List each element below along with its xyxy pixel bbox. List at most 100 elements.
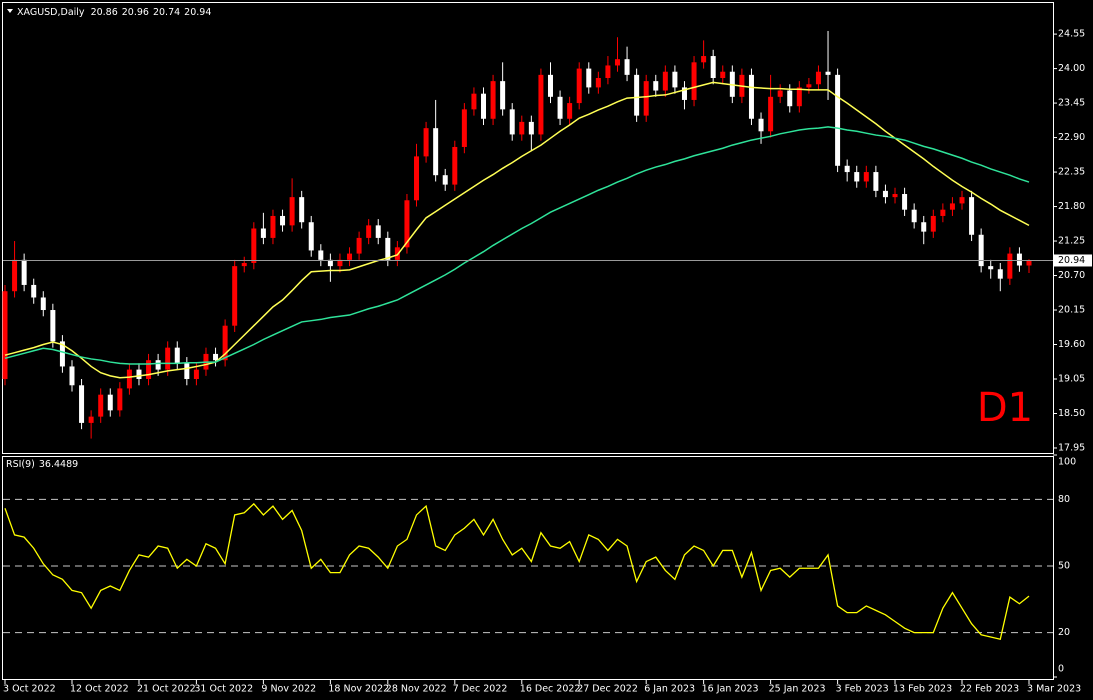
candle-body: [251, 228, 257, 263]
candle-body: [375, 225, 381, 238]
x-tick-label: 7 Dec 2022: [453, 684, 508, 695]
candle-body: [586, 68, 592, 88]
x-tick-label: 16 Jan 2023: [702, 684, 759, 695]
candle-body: [595, 77, 601, 88]
y-tick-label: 20.15: [1058, 305, 1085, 316]
candle-body: [624, 59, 630, 75]
candle-body: [691, 62, 697, 100]
x-tick-label: 9 Nov 2022: [261, 684, 316, 695]
candle-body: [892, 194, 898, 198]
candle-body: [471, 93, 477, 110]
candle-body: [988, 266, 994, 270]
candle-body: [136, 369, 142, 380]
candle-body: [882, 190, 888, 198]
candle-body: [146, 360, 152, 380]
candle-body: [423, 128, 429, 157]
x-tick-label: 31 Oct 2022: [194, 684, 253, 695]
candle-body: [347, 253, 353, 260]
y-tick-label: 21.80: [1058, 201, 1085, 212]
candle-body: [193, 369, 199, 380]
candle-body: [949, 203, 955, 210]
candle-body: [117, 388, 123, 411]
candle-body: [681, 87, 687, 100]
y-tick-label: 24.00: [1058, 63, 1085, 74]
candle-body: [107, 394, 113, 411]
candle-body: [576, 68, 582, 104]
candle-body: [232, 266, 238, 326]
candle-body: [605, 65, 611, 78]
x-tick-label: 3 Feb 2023: [836, 684, 889, 695]
candle-body: [270, 215, 276, 238]
candle-body: [787, 90, 793, 107]
candle-body: [863, 172, 869, 182]
candle-body: [547, 74, 553, 97]
candle-body: [12, 259, 18, 292]
x-tick-label: 3 Oct 2022: [3, 684, 56, 695]
candle-body: [299, 197, 305, 223]
candle-body: [433, 128, 439, 176]
candle-body: [997, 269, 1003, 279]
candle-body: [404, 200, 410, 248]
candle-body: [806, 84, 812, 88]
timeframe-watermark: D1: [977, 385, 1033, 431]
candle-body: [289, 197, 295, 226]
candle-body: [318, 250, 324, 260]
indicator-line: [4, 502, 1030, 641]
x-tick-label: 21 Oct 2022: [137, 684, 196, 695]
symbol: XAGUSD,Daily: [17, 7, 85, 18]
candle-body: [940, 209, 946, 216]
y-tick-label: 19.05: [1058, 374, 1085, 385]
candle-body: [768, 96, 774, 132]
candle-body: [921, 222, 927, 232]
candle-body: [653, 81, 659, 91]
y-tick-label: 19.60: [1058, 339, 1085, 350]
candle-body: [815, 71, 821, 85]
candle-body: [327, 259, 333, 267]
header-high: 20.96: [122, 7, 149, 18]
candle-body: [308, 222, 314, 251]
candle-body: [777, 90, 783, 97]
candle-body: [701, 56, 707, 63]
candle-body: [21, 259, 27, 285]
candle-body: [902, 194, 908, 210]
candle-body: [452, 146, 458, 185]
candle-body: [1007, 253, 1013, 279]
x-tick-label: 13 Feb 2023: [893, 684, 952, 695]
rsi-tick-label: 80: [1058, 494, 1070, 505]
rsi-tick-label: 50: [1058, 561, 1070, 572]
candle-body: [930, 215, 936, 232]
x-tick-label: 25 Jan 2023: [769, 684, 826, 695]
y-tick-label: 21.25: [1058, 236, 1085, 247]
x-tick-label: 16 Dec 2022: [520, 684, 581, 695]
candle-body: [643, 81, 649, 116]
x-tick-label: 12 Oct 2022: [70, 684, 129, 695]
x-tick-label: 3 Mar 2023: [1027, 684, 1081, 695]
chart-header: XAGUSD,Daily 20.86 20.96 20.74 20.94: [17, 7, 211, 18]
candle-body: [662, 71, 668, 91]
candle-body: [634, 74, 640, 116]
y-tick-label: 24.55: [1058, 29, 1085, 40]
rsi-last-value: 36.4489: [39, 459, 78, 470]
candle-body: [88, 416, 94, 423]
candle-body: [720, 71, 726, 78]
candle-body: [394, 247, 400, 260]
candle-body: [414, 156, 420, 201]
candle-body: [260, 228, 266, 238]
x-tick-label: 18 Nov 2022: [328, 684, 389, 695]
candle-body: [213, 353, 219, 361]
candle-body: [710, 56, 716, 78]
candle-body: [844, 165, 850, 173]
candle-body: [184, 363, 190, 380]
candle-body: [911, 209, 917, 223]
candle-body: [796, 87, 802, 107]
candle-body: [481, 93, 487, 119]
candle-body: [519, 121, 525, 135]
menu-arrow-icon[interactable]: [7, 9, 13, 13]
candle-body: [835, 74, 841, 166]
candle-body: [126, 369, 132, 389]
rsi-header: RSI(9) 36.4489: [6, 459, 78, 470]
candle-body: [509, 109, 515, 135]
candle-body: [825, 71, 831, 75]
